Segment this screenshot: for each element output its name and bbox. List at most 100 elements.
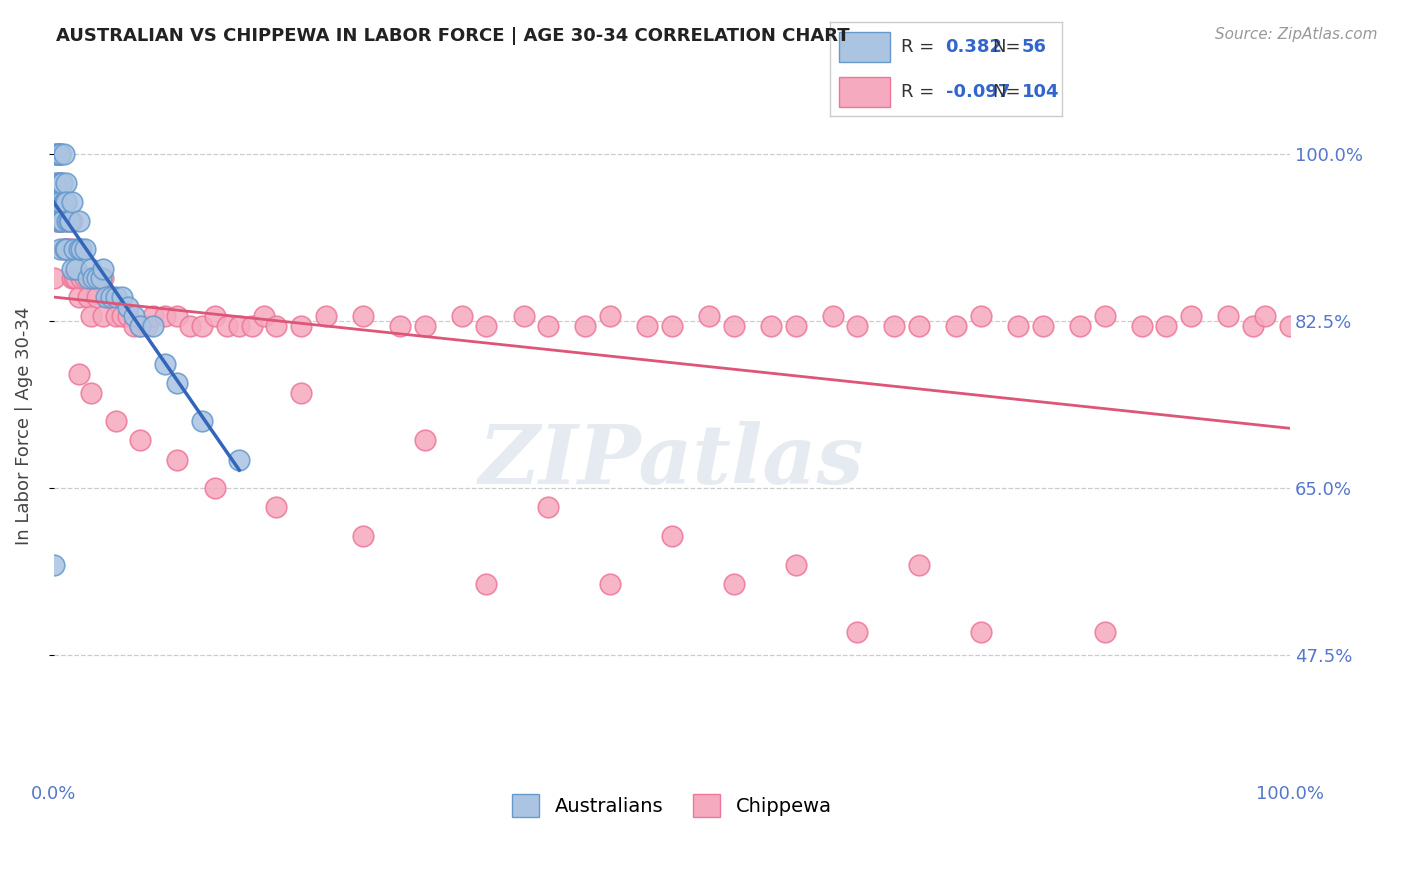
Point: [90, 271, 112, 285]
Text: N=: N=: [993, 83, 1021, 101]
Y-axis label: In Labor Force | Age 30-34: In Labor Force | Age 30-34: [15, 307, 32, 545]
Point: [48, 194, 70, 209]
Point: [846, 318, 869, 333]
Point: [450, 310, 472, 324]
Point: [413, 434, 436, 448]
Point: [49, 213, 72, 227]
Point: [1069, 318, 1091, 333]
Point: [908, 318, 931, 333]
Point: [100, 290, 122, 304]
Point: [58, 243, 80, 257]
Point: [60, 271, 83, 285]
Point: [49, 243, 72, 257]
Point: [55, 243, 77, 257]
Point: [51, 194, 73, 209]
Point: [65, 271, 87, 285]
Point: [55, 176, 77, 190]
Point: [537, 500, 560, 515]
Point: [52, 194, 75, 209]
Point: [86, 290, 108, 304]
Point: [45, 194, 67, 209]
Point: [512, 310, 534, 324]
Point: [62, 271, 84, 285]
Point: [166, 452, 188, 467]
Point: [129, 318, 152, 333]
Point: [723, 318, 745, 333]
Point: [55, 243, 77, 257]
Point: [60, 261, 83, 276]
Point: [59, 243, 82, 257]
Point: [42, 271, 65, 285]
Point: [599, 310, 621, 324]
Point: [60, 213, 83, 227]
Point: [58, 213, 80, 227]
FancyBboxPatch shape: [839, 77, 890, 107]
Point: [52, 146, 75, 161]
Point: [49, 146, 72, 161]
Point: [661, 318, 683, 333]
Point: [129, 434, 152, 448]
Point: [290, 318, 312, 333]
Point: [475, 576, 498, 591]
Point: [122, 310, 145, 324]
Point: [122, 318, 145, 333]
Point: [388, 318, 411, 333]
Point: [45, 146, 67, 161]
Point: [80, 271, 103, 285]
Point: [117, 300, 139, 314]
Point: [1180, 310, 1202, 324]
Point: [153, 357, 176, 371]
Point: [204, 481, 226, 495]
Point: [1032, 318, 1054, 333]
Point: [945, 318, 967, 333]
Point: [253, 310, 276, 324]
Point: [352, 529, 374, 543]
Point: [51, 213, 73, 227]
Text: R =: R =: [901, 83, 935, 101]
FancyBboxPatch shape: [839, 32, 890, 62]
Point: [228, 452, 250, 467]
Point: [60, 194, 83, 209]
Point: [266, 318, 288, 333]
Point: [48, 146, 70, 161]
Point: [204, 310, 226, 324]
Point: [91, 271, 114, 285]
Point: [98, 290, 121, 304]
Point: [49, 176, 72, 190]
Point: [475, 318, 498, 333]
Point: [45, 213, 67, 227]
Point: [785, 558, 807, 572]
Point: [970, 310, 993, 324]
Point: [104, 414, 127, 428]
Point: [574, 318, 596, 333]
Point: [42, 558, 65, 572]
Point: [1254, 310, 1277, 324]
Point: [53, 243, 76, 257]
Point: [73, 243, 96, 257]
Point: [846, 624, 869, 639]
Point: [82, 271, 104, 285]
Point: [228, 318, 250, 333]
Point: [883, 318, 905, 333]
Point: [166, 310, 188, 324]
Point: [166, 376, 188, 391]
Point: [94, 290, 117, 304]
Point: [73, 271, 96, 285]
Point: [51, 194, 73, 209]
Text: ZIPatlas: ZIPatlas: [479, 421, 865, 501]
Point: [636, 318, 658, 333]
Point: [91, 310, 114, 324]
Point: [537, 318, 560, 333]
Point: [62, 243, 84, 257]
Point: [111, 290, 134, 304]
Point: [153, 310, 176, 324]
Point: [65, 261, 87, 276]
Legend: Australians, Chippewa: Australians, Chippewa: [505, 787, 839, 824]
Point: [77, 290, 100, 304]
Point: [80, 261, 103, 276]
Point: [48, 213, 70, 227]
Point: [1156, 318, 1178, 333]
Point: [111, 310, 134, 324]
Point: [70, 243, 93, 257]
Text: Source: ZipAtlas.com: Source: ZipAtlas.com: [1215, 27, 1378, 42]
